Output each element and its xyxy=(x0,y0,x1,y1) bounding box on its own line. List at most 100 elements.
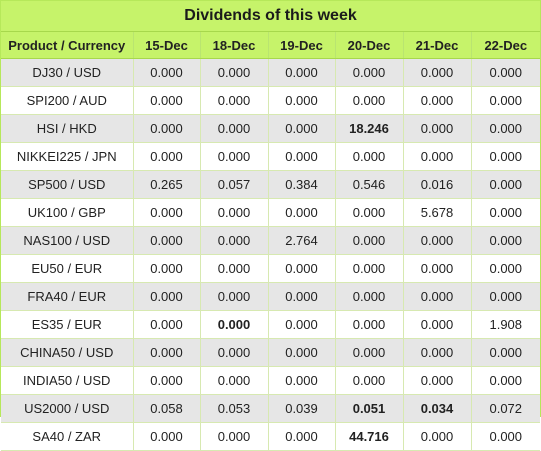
dividend-value-cell: 0.000 xyxy=(335,86,404,115)
dividend-value-cell: 0.057 xyxy=(200,170,269,199)
table-row: INDIA50 / USD 0.000 0.000 0.000 0.000 0.000 0.… xyxy=(1,366,541,395)
dividend-value-cell: 0.034 xyxy=(403,394,472,423)
dividend-value-cell: 0.000 xyxy=(200,366,269,395)
dividend-value-cell: 0.000 xyxy=(471,282,541,311)
header-date: 15-Dec xyxy=(133,31,201,59)
dividend-value-cell: 0.000 xyxy=(335,282,404,311)
product-cell: FRA40 / EUR xyxy=(1,282,134,311)
dividend-value-cell: 0.000 xyxy=(268,338,336,367)
dividend-value-cell: 0.000 xyxy=(335,58,404,87)
dividend-value-cell: 0.000 xyxy=(403,366,472,395)
dividend-value-cell: 0.000 xyxy=(471,114,541,143)
dividend-value-cell: 0.000 xyxy=(268,142,336,171)
dividend-value-cell: 0.000 xyxy=(200,114,269,143)
dividend-value-cell: 0.000 xyxy=(403,114,472,143)
dividend-value-cell: 0.000 xyxy=(268,58,336,87)
product-cell: HSI / HKD xyxy=(1,114,134,143)
dividend-value-cell: 0.000 xyxy=(335,198,404,227)
dividend-value-cell: 5.678 xyxy=(403,198,472,227)
dividend-value-cell: 0.000 xyxy=(471,366,541,395)
dividend-value-cell: 0.265 xyxy=(133,170,201,199)
table-row: NAS100 / USD 0.000 0.000 2.764 0.000 0.000 0.0… xyxy=(1,226,541,255)
product-cell: NAS100 / USD xyxy=(1,226,134,255)
dividend-value-cell: 0.000 xyxy=(268,282,336,311)
dividend-value-cell: 0.000 xyxy=(471,226,541,255)
dividend-value-cell: 0.000 xyxy=(133,114,201,143)
dividend-value-cell: 0.000 xyxy=(268,422,336,451)
table-row: UK100 / GBP 0.000 0.000 0.000 0.000 5.678 0.00… xyxy=(1,198,541,227)
dividend-value-cell: 0.000 xyxy=(335,142,404,171)
dividend-value-cell: 0.000 xyxy=(133,338,201,367)
dividend-value-cell: 0.000 xyxy=(471,254,541,283)
dividend-value-cell: 0.000 xyxy=(268,310,336,339)
dividend-value-cell: 0.000 xyxy=(268,114,336,143)
dividend-value-cell: 0.000 xyxy=(403,310,472,339)
dividend-value-cell: 0.051 xyxy=(335,394,404,423)
table-row: SP500 / USD 0.265 0.057 0.384 0.546 0.016 0.00… xyxy=(1,170,541,199)
dividend-value-cell: 0.000 xyxy=(133,226,201,255)
dividend-value-cell: 0.000 xyxy=(200,226,269,255)
dividend-value-cell: 0.000 xyxy=(200,142,269,171)
header-date: 21-Dec xyxy=(403,31,472,59)
dividend-value-cell: 0.000 xyxy=(200,86,269,115)
table-row: FRA40 / EUR 0.000 0.000 0.000 0.000 0.000 0.00… xyxy=(1,282,541,311)
header-date: 22-Dec xyxy=(471,31,541,59)
header-product-currency: Product / Currency xyxy=(1,31,134,59)
product-cell: ES35 / EUR xyxy=(1,310,134,339)
dividend-value-cell: 0.000 xyxy=(335,310,404,339)
dividend-value-cell: 0.000 xyxy=(133,366,201,395)
product-cell: US2000 / USD xyxy=(1,394,134,423)
dividend-value-cell: 0.000 xyxy=(268,86,336,115)
product-cell: SP500 / USD xyxy=(1,170,134,199)
table-row: NIKKEI225 / JPN 0.000 0.000 0.000 0.000 0.000… xyxy=(1,142,541,171)
product-cell: DJ30 / USD xyxy=(1,58,134,87)
dividend-value-cell: 0.000 xyxy=(335,366,404,395)
dividend-value-cell: 0.000 xyxy=(471,142,541,171)
dividend-value-cell: 0.000 xyxy=(200,58,269,87)
header-date: 20-Dec xyxy=(335,31,404,59)
dividend-value-cell: 0.000 xyxy=(200,310,269,339)
header-date: 18-Dec xyxy=(200,31,269,59)
dividend-value-cell: 0.000 xyxy=(403,142,472,171)
dividend-value-cell: 0.000 xyxy=(335,338,404,367)
dividend-value-cell: 0.384 xyxy=(268,170,336,199)
dividend-value-cell: 0.000 xyxy=(403,338,472,367)
table-row: DJ30 / USD 0.000 0.000 0.000 0.000 0.000 0.000 xyxy=(1,58,541,87)
dividend-value-cell: 0.016 xyxy=(403,170,472,199)
product-cell: UK100 / GBP xyxy=(1,198,134,227)
dividend-value-cell: 0.000 xyxy=(133,86,201,115)
dividend-value-cell: 0.000 xyxy=(403,282,472,311)
dividend-value-cell: 0.000 xyxy=(471,170,541,199)
dividend-value-cell: 44.716 xyxy=(335,422,404,451)
dividend-value-cell: 0.000 xyxy=(133,254,201,283)
dividend-value-cell: 0.000 xyxy=(471,198,541,227)
dividend-value-cell: 0.546 xyxy=(335,170,404,199)
product-cell: INDIA50 / USD xyxy=(1,366,134,395)
dividend-value-cell: 18.246 xyxy=(335,114,404,143)
dividend-value-cell: 0.000 xyxy=(268,198,336,227)
table-row: CHINA50 / USD 0.000 0.000 0.000 0.000 0.000 0.… xyxy=(1,338,541,367)
product-cell: CHINA50 / USD xyxy=(1,338,134,367)
table-body: DJ30 / USD 0.000 0.000 0.000 0.000 0.000 0.000… xyxy=(1,58,541,451)
dividend-value-cell: 0.000 xyxy=(335,226,404,255)
dividend-value-cell: 2.764 xyxy=(268,226,336,255)
dividend-value-cell: 0.000 xyxy=(403,86,472,115)
product-cell: EU50 / EUR xyxy=(1,254,134,283)
dividend-value-cell: 0.000 xyxy=(471,338,541,367)
dividend-value-cell: 0.000 xyxy=(403,422,472,451)
dividend-value-cell: 0.000 xyxy=(133,282,201,311)
dividend-value-cell: 0.000 xyxy=(403,226,472,255)
dividend-value-cell: 0.000 xyxy=(133,142,201,171)
dividend-value-cell: 0.000 xyxy=(133,422,201,451)
dividend-value-cell: 0.000 xyxy=(133,58,201,87)
dividend-value-cell: 0.053 xyxy=(200,394,269,423)
table-row: HSI / HKD 0.000 0.000 0.000 18.246 0.000 0.000 xyxy=(1,114,541,143)
header-row: Product / Currency 15-Dec 18-Dec 19-Dec … xyxy=(1,31,541,59)
dividend-value-cell: 0.000 xyxy=(200,338,269,367)
dividend-value-cell: 1.908 xyxy=(471,310,541,339)
dividend-value-cell: 0.000 xyxy=(471,422,541,451)
dividend-value-cell: 0.000 xyxy=(200,282,269,311)
table-row: EU50 / EUR 0.000 0.000 0.000 0.000 0.000 0.000 xyxy=(1,254,541,283)
